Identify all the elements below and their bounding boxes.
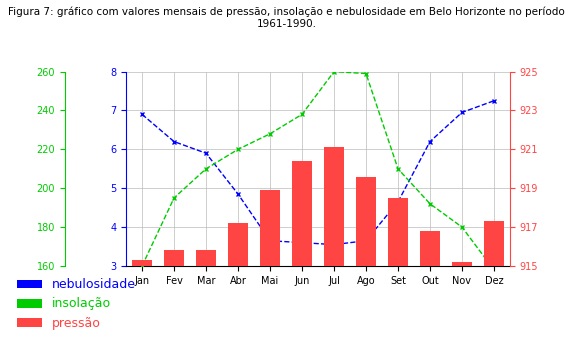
Bar [388,198,407,266]
Bar [356,177,376,266]
Text: Figura 7: gráfico com valores mensais de pressão, insolação e nebulosidade em Be: Figura 7: gráfico com valores mensais de… [8,7,565,29]
Bar [132,260,152,266]
Bar [324,147,344,266]
Bar [164,250,183,266]
Bar [260,190,280,266]
Bar [421,231,439,266]
Bar [229,223,248,266]
Bar [292,161,312,266]
Bar [453,262,472,266]
Bar [197,250,215,266]
Legend: nebulosidade, insolação, pressão: nebulosidade, insolação, pressão [12,273,141,335]
Bar [484,221,504,266]
